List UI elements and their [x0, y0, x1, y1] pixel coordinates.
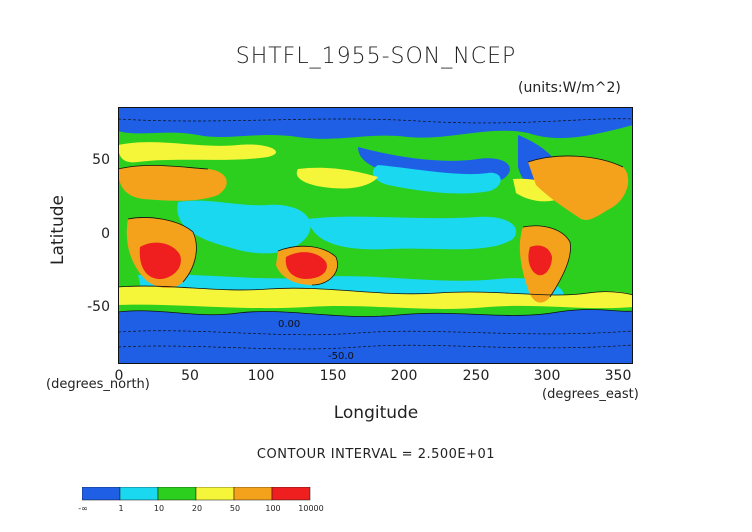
- x-tick-350: 350: [604, 368, 632, 384]
- contour-line: [118, 285, 633, 296]
- x-axis-label: Longitude: [333, 403, 419, 423]
- north-pacific-cyan: [372, 165, 501, 194]
- colorbar-label-neg-inf: -∞: [78, 504, 88, 513]
- north-america-orange: [528, 155, 629, 220]
- contour-label-neg50: -50.0: [328, 351, 354, 362]
- y-tick-0: 0: [101, 226, 110, 242]
- contour-line: [118, 165, 209, 170]
- colorbar-swatch: [195, 487, 235, 501]
- latitude-unit-label: (degrees_north): [46, 377, 150, 392]
- y-tick-neg50: -50: [87, 299, 110, 315]
- colorbar: [82, 487, 311, 501]
- africa-red: [139, 242, 181, 280]
- map-frame: [118, 107, 633, 364]
- contour-line: [118, 309, 633, 317]
- x-tick-100: 100: [247, 368, 275, 384]
- contour-line: [522, 225, 571, 298]
- colorbar-swatches: [82, 487, 311, 501]
- x-tick-200: 200: [390, 368, 418, 384]
- x-tick-50: 50: [181, 368, 199, 384]
- longitude-unit-label: (degrees_east): [542, 387, 639, 402]
- map-title: SHTFL_1955-SON_NCEP: [235, 44, 517, 69]
- y-axis-label: Latitude: [48, 195, 68, 265]
- tropical-pacific-cyan: [308, 216, 517, 250]
- colorbar-label-20: 20: [191, 504, 203, 513]
- tropical-indian-cyan: [177, 200, 311, 254]
- colorbar-swatch: [82, 487, 121, 501]
- contour-line: [277, 245, 338, 286]
- contour-label-zero: 0.00: [278, 319, 300, 330]
- contour-line: [527, 155, 624, 168]
- colorbar-swatch: [271, 487, 311, 501]
- colorbar-label-10: 10: [153, 504, 165, 513]
- kuroshio-yellow: [296, 167, 378, 189]
- colorbar-label-100: 100: [265, 504, 281, 513]
- y-tick-50: 50: [92, 152, 110, 168]
- australia-red: [285, 252, 327, 279]
- contour-lines: [118, 155, 633, 317]
- colorbar-label-10000: 10000: [298, 504, 324, 513]
- sensible-heat-flux-map: 0.00 -50.0: [118, 107, 633, 364]
- colorbar-swatch: [157, 487, 197, 501]
- x-tick-150: 150: [319, 368, 347, 384]
- arctic-yellow: [118, 142, 277, 163]
- colorbar-swatch: [119, 487, 159, 501]
- eurasia-orange: [118, 165, 227, 201]
- colorbar-label-1: 1: [118, 504, 124, 513]
- arctic-blue-band: [118, 107, 633, 139]
- south-america-red: [528, 245, 552, 276]
- x-tick-300: 300: [533, 368, 561, 384]
- contour-line: [127, 217, 197, 283]
- colorbar-swatch: [233, 487, 273, 501]
- dashed-contour: [118, 330, 633, 336]
- contour-interval-text: CONTOUR INTERVAL = 2.500E+01: [256, 447, 496, 462]
- southern-ocean-blue-band: [118, 309, 633, 364]
- colorbar-label-50: 50: [229, 504, 241, 513]
- units-label: (units:W/m^2): [518, 80, 621, 96]
- x-tick-0: 0: [114, 368, 124, 384]
- negative-contours: [118, 118, 633, 350]
- x-tick-250: 250: [462, 368, 490, 384]
- dashed-contour: [118, 118, 633, 124]
- dashed-contour: [118, 344, 633, 350]
- southern-yellow-belt: [118, 286, 633, 309]
